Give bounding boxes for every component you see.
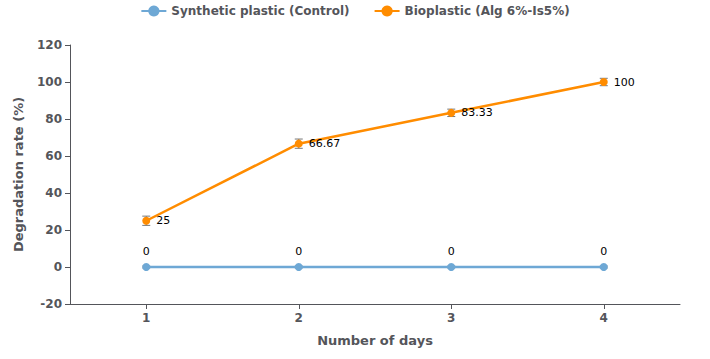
svg-text:Synthetic plastic (Control): Synthetic plastic (Control) [171, 4, 349, 18]
svg-text:0: 0 [600, 245, 607, 258]
svg-text:2: 2 [295, 311, 303, 325]
svg-text:Bioplastic (Alg 6%-Is5%): Bioplastic (Alg 6%-Is5%) [405, 4, 570, 18]
svg-text:20: 20 [45, 223, 62, 237]
svg-text:3: 3 [447, 311, 455, 325]
svg-text:60: 60 [45, 149, 62, 163]
svg-text:40: 40 [45, 186, 62, 200]
svg-text:0: 0 [448, 245, 455, 258]
svg-text:Degradation rate (%): Degradation rate (%) [11, 97, 26, 252]
svg-text:25: 25 [156, 214, 170, 227]
svg-text:0: 0 [143, 245, 150, 258]
svg-text:83.33: 83.33 [461, 106, 493, 119]
svg-text:0: 0 [295, 245, 302, 258]
svg-text:1: 1 [142, 311, 150, 325]
svg-text:0: 0 [54, 260, 62, 274]
svg-text:100: 100 [37, 75, 62, 89]
svg-text:66.67: 66.67 [309, 137, 341, 150]
svg-text:120: 120 [37, 38, 62, 52]
svg-text:100: 100 [614, 76, 635, 89]
svg-text:80: 80 [45, 112, 62, 126]
svg-text:-20: -20 [40, 297, 62, 311]
svg-text:4: 4 [600, 311, 608, 325]
svg-text:Number of days: Number of days [317, 333, 433, 348]
